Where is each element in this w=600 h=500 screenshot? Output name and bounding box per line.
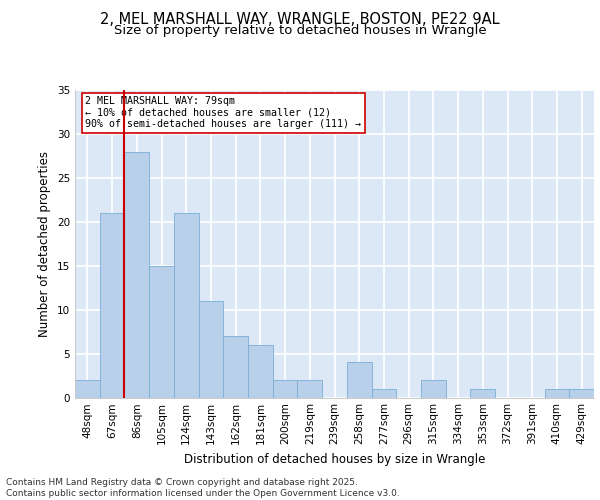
Bar — [545, 388, 569, 398]
Bar — [569, 388, 594, 398]
Bar — [248, 345, 273, 398]
Bar — [75, 380, 100, 398]
Text: Size of property relative to detached houses in Wrangle: Size of property relative to detached ho… — [113, 24, 487, 37]
Y-axis label: Number of detached properties: Number of detached properties — [38, 151, 52, 337]
Bar — [371, 388, 396, 398]
Bar — [100, 213, 124, 398]
Bar — [470, 388, 495, 398]
Bar — [124, 152, 149, 398]
Bar — [298, 380, 322, 398]
Bar — [421, 380, 446, 398]
Text: Contains HM Land Registry data © Crown copyright and database right 2025.
Contai: Contains HM Land Registry data © Crown c… — [6, 478, 400, 498]
Bar — [174, 213, 199, 398]
Bar — [273, 380, 298, 398]
Text: 2 MEL MARSHALL WAY: 79sqm
← 10% of detached houses are smaller (12)
90% of semi-: 2 MEL MARSHALL WAY: 79sqm ← 10% of detac… — [85, 96, 361, 130]
X-axis label: Distribution of detached houses by size in Wrangle: Distribution of detached houses by size … — [184, 453, 485, 466]
Bar — [347, 362, 371, 398]
Bar — [149, 266, 174, 398]
Text: 2, MEL MARSHALL WAY, WRANGLE, BOSTON, PE22 9AL: 2, MEL MARSHALL WAY, WRANGLE, BOSTON, PE… — [100, 12, 500, 28]
Bar — [199, 301, 223, 398]
Bar — [223, 336, 248, 398]
